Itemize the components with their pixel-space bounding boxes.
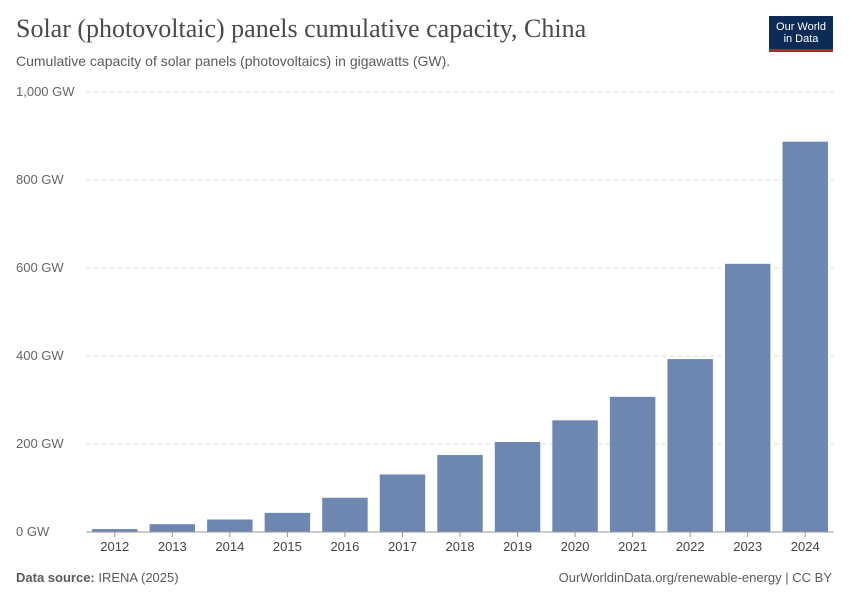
- x-tick-label: 2019: [503, 539, 532, 554]
- x-tick-label: 2021: [618, 539, 647, 554]
- x-tick-label: 2013: [158, 539, 187, 554]
- bar-2020[interactable]: [552, 420, 598, 532]
- y-tick-label: 1,000 GW: [16, 84, 75, 99]
- x-tick-label: 2014: [215, 539, 244, 554]
- data-source: Data source: IRENA (2025): [16, 570, 179, 585]
- owid-logo[interactable]: Our World in Data: [769, 16, 833, 52]
- bar-2013[interactable]: [149, 524, 196, 532]
- bar-2019[interactable]: [494, 441, 541, 532]
- y-tick-label: 600 GW: [16, 260, 64, 275]
- y-tick-label: 800 GW: [16, 172, 64, 187]
- bar-2024[interactable]: [782, 141, 828, 532]
- logo-line-1: Our World: [776, 20, 826, 33]
- y-tick-label: 200 GW: [16, 436, 64, 451]
- bars: [92, 141, 828, 532]
- x-tick-label: 2022: [676, 539, 705, 554]
- x-tick-label: 2023: [733, 539, 762, 554]
- y-axis-ticks: 0 GW 200 GW 400 GW 600 GW 800 GW 1,000 GW: [16, 84, 75, 539]
- x-tick-label: 2018: [446, 539, 475, 554]
- x-tick-label: 2015: [273, 539, 302, 554]
- x-axis-ticks: 2012 2013 2014 2015 2016 2017 2018 2019 2020 2021…: [100, 532, 820, 554]
- data-source-value[interactable]: IRENA (2025): [98, 570, 179, 585]
- bar-2012[interactable]: [92, 529, 138, 532]
- bar-2021[interactable]: [609, 396, 656, 532]
- gridlines: [86, 91, 834, 445]
- logo-line-2: in Data: [783, 32, 819, 45]
- bar-2015[interactable]: [264, 512, 311, 532]
- x-tick-label: 2024: [791, 539, 820, 554]
- chart-title: Solar (photovoltaic) panels cumulative c…: [16, 14, 587, 43]
- data-source-label: Data source:: [16, 570, 95, 585]
- bar-2022[interactable]: [667, 359, 713, 532]
- footer-url[interactable]: OurWorldinData.org/renewable-energy | CC…: [558, 570, 832, 585]
- bar-2014[interactable]: [207, 519, 253, 532]
- chart-subtitle: Cumulative capacity of solar panels (pho…: [16, 53, 451, 69]
- bar-2017[interactable]: [379, 474, 426, 532]
- y-tick-label: 0 GW: [16, 524, 50, 539]
- bar-2023[interactable]: [724, 263, 771, 532]
- x-tick-label: 2016: [330, 539, 359, 554]
- x-tick-label: 2017: [388, 539, 417, 554]
- x-tick-label: 2020: [561, 539, 590, 554]
- y-tick-label: 400 GW: [16, 348, 64, 363]
- bar-2018[interactable]: [437, 455, 483, 532]
- bar-2016[interactable]: [322, 497, 368, 532]
- x-tick-label: 2012: [100, 539, 129, 554]
